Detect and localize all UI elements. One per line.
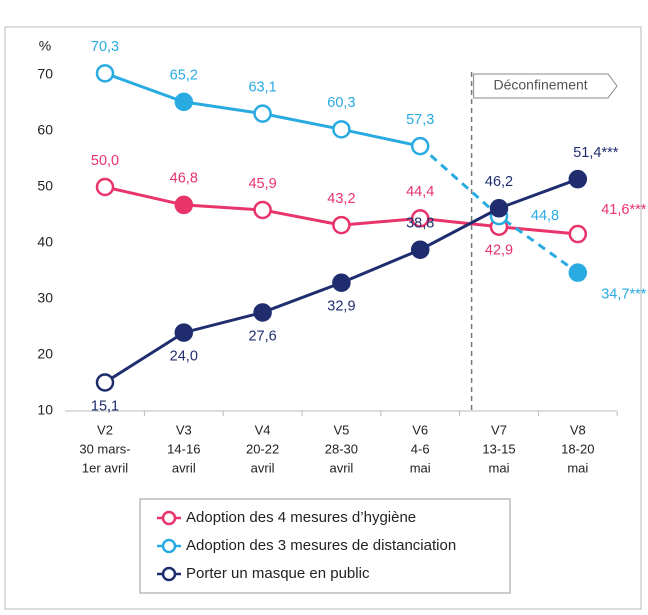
marker [95, 64, 115, 83]
value-label: 63,1 [248, 79, 276, 95]
x-tick-label: mai [567, 460, 588, 475]
marker [95, 177, 115, 197]
y-tick-label: 50 [37, 178, 53, 194]
value-label: 44,8 [531, 208, 559, 224]
marker [332, 273, 351, 293]
y-tick-label: 20 [37, 346, 53, 362]
legend-box [139, 498, 511, 594]
legend-marker [161, 566, 177, 582]
marker [95, 373, 115, 392]
value-label: 27,6 [248, 328, 276, 344]
value-label: 45,9 [248, 176, 276, 192]
y-tick-label: 30 [37, 290, 53, 306]
x-tick-label: V4 [255, 422, 271, 437]
annotation-flag [473, 73, 618, 99]
x-tick-label: V3 [176, 422, 192, 437]
x-tick-label: 1er avril [82, 460, 128, 475]
value-label: 57,3 [406, 112, 434, 128]
marker [332, 215, 351, 235]
x-tick-label: 30 mars- [79, 441, 130, 456]
value-label: 32,9 [327, 299, 355, 315]
marker [410, 240, 430, 259]
y-tick-label: 70 [37, 66, 53, 82]
marker [332, 120, 351, 139]
marker [568, 263, 588, 282]
annotation-text: Déconfinement [494, 77, 588, 93]
value-label: 51,4*** [573, 145, 619, 161]
x-tick-label: 18-20 [561, 441, 594, 456]
legend-label: Porter un masque en public [186, 565, 370, 582]
value-label: 24,0 [170, 348, 198, 364]
y-unit: % [39, 38, 51, 54]
x-tick-label: mai [489, 460, 510, 475]
x-tick-label: 4-6 [411, 441, 430, 456]
x-tick-label: V2 [97, 422, 113, 437]
value-label: 50,0 [91, 153, 119, 169]
value-label: 15,1 [91, 398, 119, 414]
marker [253, 303, 272, 322]
x-tick-label: V7 [491, 422, 507, 437]
value-label: 41,6*** [601, 202, 647, 218]
x-tick-label: V8 [570, 422, 586, 437]
y-tick-label: 60 [37, 122, 53, 138]
marker [253, 104, 272, 123]
value-label: 46,2 [485, 174, 513, 190]
marker [568, 169, 588, 189]
value-label: 42,9 [485, 243, 513, 259]
x-tick-label: 13-15 [482, 441, 515, 456]
value-label: 65,2 [170, 68, 198, 84]
y-tick-label: 10 [37, 402, 53, 418]
value-label: 38,8 [406, 216, 434, 232]
x-tick-label: V5 [333, 422, 349, 437]
x-tick-label: avril [251, 460, 275, 475]
marker [174, 92, 194, 112]
marker [489, 199, 509, 218]
legend-label: Adoption des 3 mesures de distanciation [186, 537, 456, 554]
value-label: 44,4 [406, 184, 434, 200]
marker [410, 209, 430, 228]
marker [174, 195, 194, 215]
x-tick-label: V6 [412, 422, 428, 437]
x-tick-label: avril [172, 460, 196, 475]
x-tick-label: 14-16 [167, 441, 200, 456]
y-tick-label: 40 [37, 234, 53, 250]
x-tick-label: avril [329, 460, 353, 475]
legend-label: Adoption des 4 mesures d’hygiène [186, 509, 416, 526]
x-tick-label: 28-30 [325, 441, 358, 456]
value-label: 46,8 [170, 171, 198, 187]
value-label: 70,3 [91, 39, 119, 55]
value-label: 43,2 [327, 191, 355, 207]
marker [253, 200, 272, 220]
value-label: 60,3 [327, 95, 355, 111]
legend-marker [161, 538, 177, 554]
x-tick-label: mai [410, 460, 431, 475]
legend-marker [161, 510, 177, 526]
marker [410, 136, 430, 156]
x-tick-label: 20-22 [246, 441, 279, 456]
frame [4, 26, 642, 610]
marker [568, 224, 588, 244]
marker [174, 323, 194, 342]
value-label: 34,7*** [601, 287, 647, 303]
